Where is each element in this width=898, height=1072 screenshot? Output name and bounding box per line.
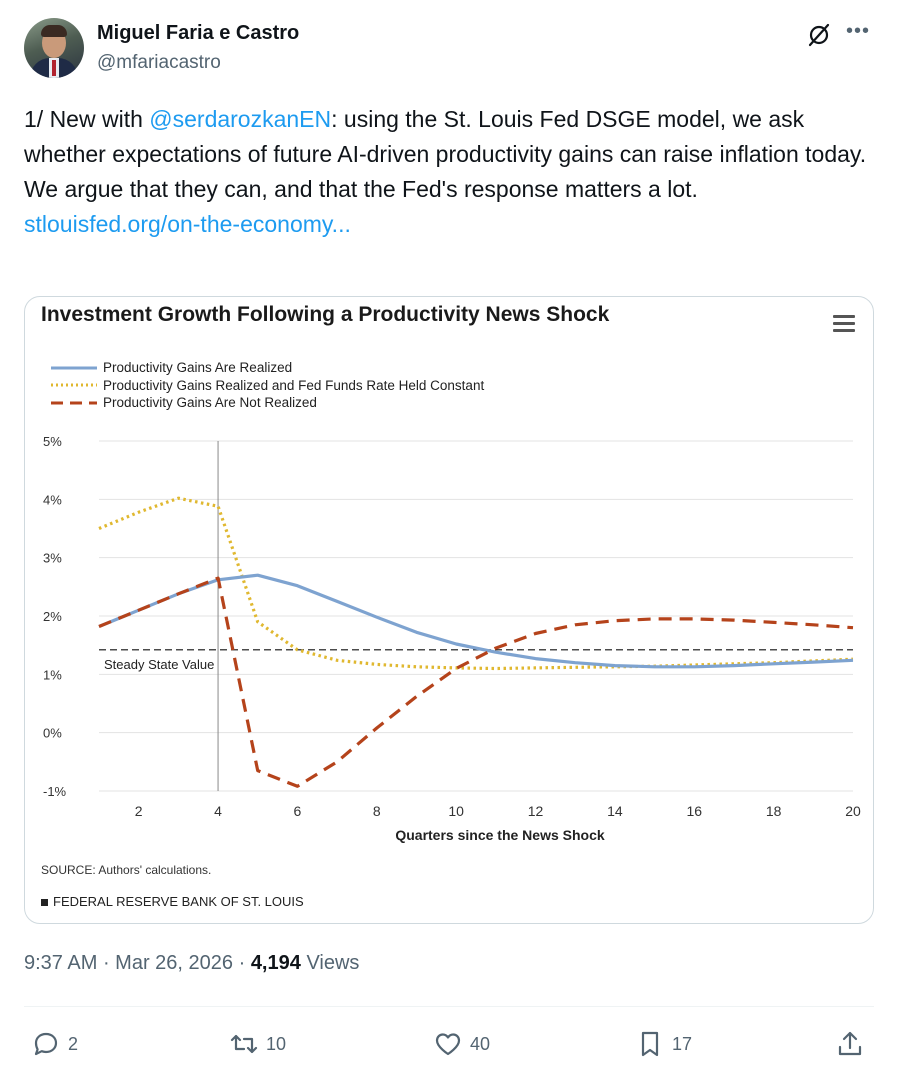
- bookmark-button[interactable]: 17: [636, 1022, 692, 1066]
- tweet-time[interactable]: 9:37 AM: [24, 952, 98, 974]
- article-link[interactable]: stlouisfed.org/on-the-economy...: [24, 211, 351, 237]
- share-button[interactable]: [836, 1022, 872, 1066]
- x-tick-label: 2: [135, 803, 143, 819]
- legend-swatch-solid: [51, 366, 97, 370]
- repost-count: 10: [266, 1033, 287, 1054]
- tweet-meta: 9:37 AM · Mar 26, 2026 · 4,194 Views: [24, 952, 360, 974]
- y-tick-label: 1%: [43, 667, 62, 682]
- reply-icon: [34, 1032, 58, 1056]
- divider: [24, 1006, 874, 1007]
- y-tick-label: 5%: [43, 434, 62, 449]
- chart-legend: Productivity Gains Are Realized Producti…: [49, 359, 484, 412]
- y-tick-label: 2%: [43, 609, 62, 624]
- bookmark-icon: [641, 1031, 659, 1057]
- x-tick-label: 14: [607, 803, 623, 819]
- chart-card[interactable]: Investment Growth Following a Productivi…: [24, 296, 874, 924]
- x-tick-label: 4: [214, 803, 222, 819]
- legend-label-realized: Productivity Gains Are Realized: [103, 360, 293, 376]
- steady-state-label: Steady State Value: [104, 657, 214, 672]
- tweet-text: 1/ New with @serdarozkanEN: using the St…: [24, 102, 874, 242]
- x-tick-label: 18: [766, 803, 782, 819]
- x-tick-label: 10: [448, 803, 464, 819]
- y-tick-label: 3%: [43, 551, 62, 566]
- tweet-body: : using the St. Louis Fed DSGE model, we…: [24, 106, 867, 202]
- chart-source: SOURCE: Authors' calculations.: [41, 863, 212, 877]
- views-label: Views: [306, 952, 360, 974]
- legend-label-not-realized: Productivity Gains Are Not Realized: [103, 395, 317, 411]
- series-line-dotted: [98, 496, 854, 671]
- legend-item-not-realized: Productivity Gains Are Not Realized: [49, 394, 484, 412]
- series-line-dashed: [98, 576, 854, 788]
- views-count: 4,194: [250, 952, 301, 974]
- tweet-date[interactable]: Mar 26, 2026: [115, 952, 234, 974]
- line-chart: -1% 0% 1% 2% 3% 4% 5% 2 4 6 8 10 12 14 16 18 20 Quarters …: [43, 434, 861, 843]
- like-count: 40: [470, 1033, 491, 1054]
- x-tick-label: 8: [373, 803, 381, 819]
- heart-icon: [435, 1033, 461, 1056]
- grok-icon[interactable]: [806, 22, 832, 48]
- tweet-header: Miguel Faria e Castro @mfariacastro •••: [24, 16, 874, 80]
- y-tick-label: -1%: [43, 784, 67, 799]
- repost-button[interactable]: 10: [230, 1022, 286, 1066]
- repost-icon: [230, 1034, 258, 1054]
- reply-count: 2: [68, 1033, 79, 1054]
- reply-button[interactable]: 2: [32, 1022, 78, 1066]
- x-tick-label: 6: [294, 803, 302, 819]
- chart-footer: FEDERAL RESERVE BANK OF ST. LOUIS: [41, 894, 304, 909]
- y-tick-label: 4%: [43, 492, 62, 507]
- hamburger-menu-icon[interactable]: [833, 315, 855, 333]
- footer-text: FEDERAL RESERVE BANK OF ST. LOUIS: [53, 894, 304, 909]
- author-name[interactable]: Miguel Faria e Castro: [97, 22, 300, 44]
- action-bar: 2 10 40 17: [24, 1022, 874, 1066]
- legend-label-fed-constant: Productivity Gains Realized and Fed Fund…: [103, 377, 485, 393]
- share-icon: [838, 1031, 862, 1056]
- series-line-solid: [98, 573, 854, 669]
- legend-swatch-dashed: [51, 401, 97, 405]
- tweet-prefix: 1/ New with: [24, 106, 150, 132]
- x-tick-label: 20: [845, 803, 861, 819]
- x-tick-label: 16: [686, 803, 702, 819]
- x-axis-label: Quarters since the News Shock: [395, 827, 605, 843]
- more-icon[interactable]: •••: [846, 20, 871, 42]
- like-button[interactable]: 40: [434, 1022, 490, 1066]
- legend-item-realized: Productivity Gains Are Realized: [49, 359, 484, 377]
- x-tick-label: 12: [528, 803, 544, 819]
- mention-link[interactable]: @serdarozkanEN: [149, 106, 332, 132]
- legend-item-fed-constant: Productivity Gains Realized and Fed Fund…: [49, 377, 484, 395]
- chart-title: Investment Growth Following a Productivi…: [41, 303, 610, 326]
- author-handle[interactable]: @mfariacastro: [97, 52, 221, 73]
- avatar[interactable]: [24, 18, 84, 78]
- y-tick-label: 0%: [43, 726, 62, 741]
- bookmark-count: 17: [672, 1033, 693, 1054]
